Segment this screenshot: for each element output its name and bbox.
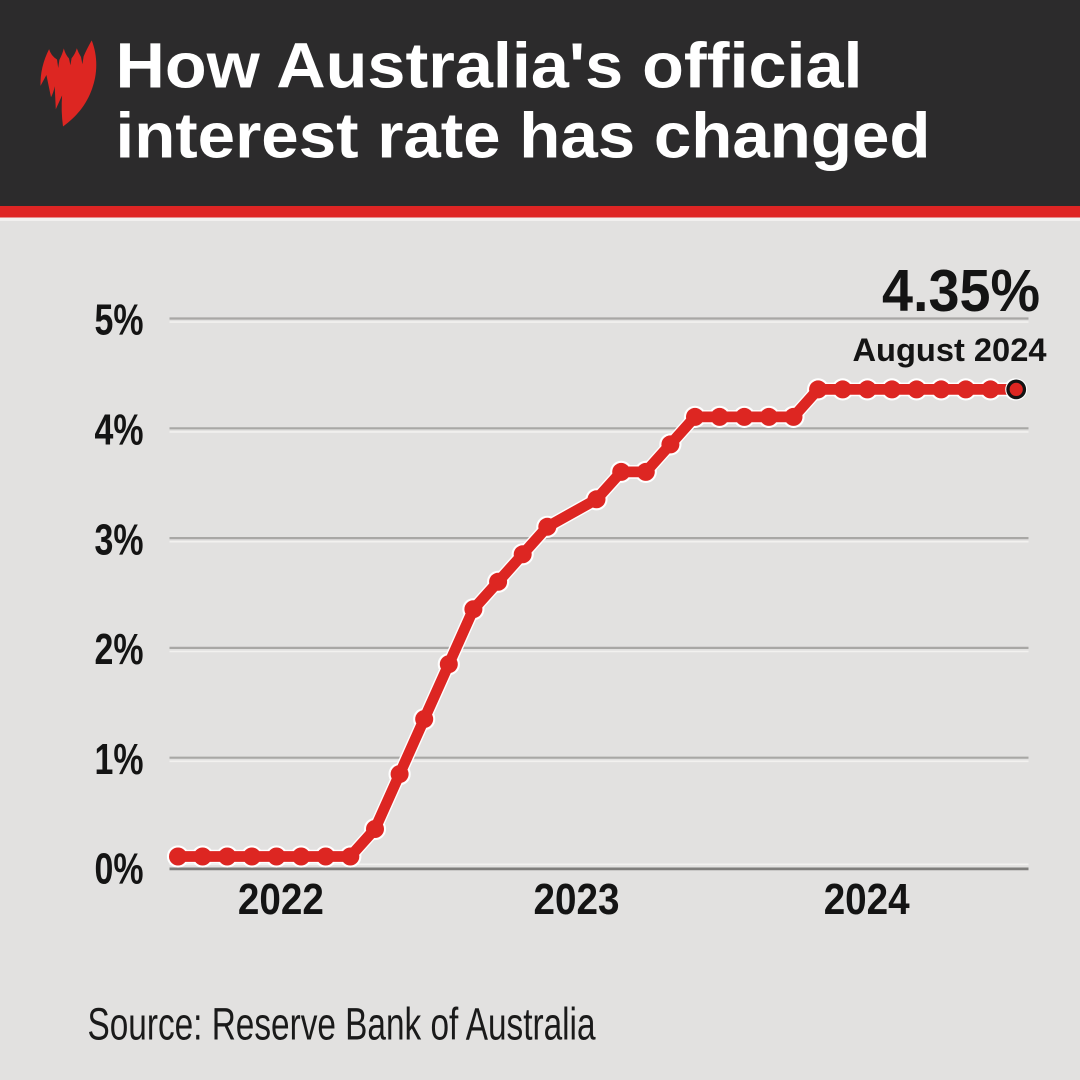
svg-text:0%: 0% xyxy=(95,846,144,894)
svg-text:Source: Reserve Bank of Austra: Source: Reserve Bank of Australia xyxy=(88,999,597,1050)
svg-text:interest rate has changed: interest rate has changed xyxy=(116,99,931,171)
svg-text:3%: 3% xyxy=(95,516,144,564)
svg-text:2024: 2024 xyxy=(824,875,910,924)
svg-text:August 2024: August 2024 xyxy=(853,332,1047,368)
svg-text:4%: 4% xyxy=(95,407,144,455)
svg-text:How Australia's official: How Australia's official xyxy=(116,29,863,101)
svg-text:2%: 2% xyxy=(95,626,144,674)
svg-text:2022: 2022 xyxy=(238,875,324,924)
svg-text:2023: 2023 xyxy=(534,875,620,924)
svg-text:1%: 1% xyxy=(95,736,144,784)
svg-text:5%: 5% xyxy=(95,297,144,345)
svg-text:4.35%: 4.35% xyxy=(882,257,1040,324)
